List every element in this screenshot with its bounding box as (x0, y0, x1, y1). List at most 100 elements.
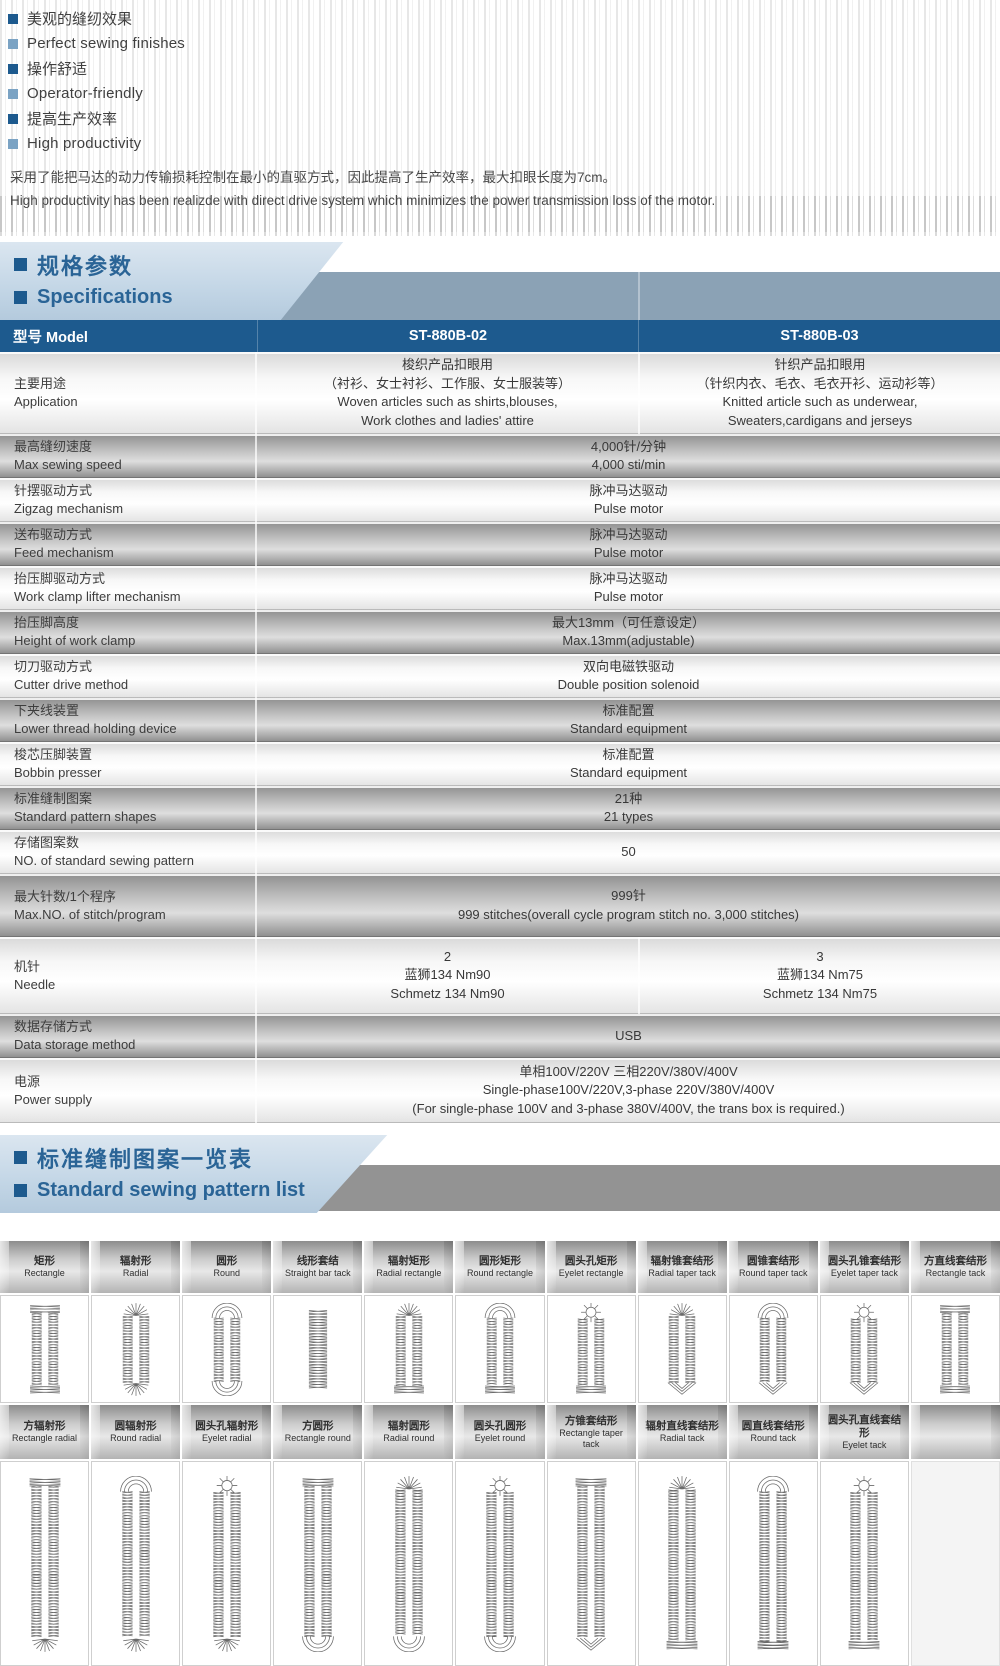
spec-row-label: 电源 Power supply (0, 1058, 257, 1123)
pattern-image-cell (546, 1461, 636, 1666)
spec-table: 主要用途 Application 梭织产品扣眼用 （衬衫、女士衬衫、工作服、女士服装等… (0, 352, 1000, 1123)
buttonhole-pattern-icon (122, 1302, 149, 1396)
buttonhole-pattern-icon (393, 1475, 425, 1652)
pattern-image-cell (455, 1461, 545, 1666)
pattern-label-cell: 方直线套结形 Rectangle tack (910, 1241, 1000, 1293)
spec-value-cell: 最大13mm（可任意设定） Max.13mm(adjustable) (551, 614, 706, 649)
pattern-label-cell: 辐射锥套结形 Radial taper tack (637, 1241, 727, 1293)
spec-row: 电源 Power supply 单相100V/220V 三相220V/380V/40… (0, 1058, 1000, 1123)
spec-row: 机针 Needle 2 蓝狮134 Nm90 Schmetz 134 Nm90 3 蓝狮13… (0, 937, 1000, 1014)
pattern-image-cell (728, 1295, 818, 1403)
buttonhole-pattern-icon (757, 1475, 790, 1649)
spec-title-panel: 规格参数 Specifications (0, 242, 344, 320)
pattern-image-cell (91, 1295, 181, 1403)
specifications-section-header: 规格参数 Specifications (0, 242, 1000, 320)
pattern-title-zh: 标准缝制图案一览表 (37, 1146, 254, 1172)
pattern-label-cell: 辐射矩形 Radial rectangle (364, 1241, 454, 1293)
spec-row-label: 存储图案数 NO. of standard sewing pattern (0, 830, 257, 874)
feature-line-zh: 美观的缝纫效果 (8, 6, 1000, 31)
spec-row-label: 最大针数/1个程序 Max.NO. of stitch/program (0, 874, 257, 937)
spec-row: 切刀驱动方式 Cutter drive method 双向电磁铁驱动 Double p… (0, 654, 1000, 698)
buttonhole-pattern-icon (301, 1477, 334, 1652)
pattern-label-cell: 圆直线套结形 Round tack (728, 1405, 818, 1459)
buttonhole-pattern-icon (757, 1302, 789, 1395)
pattern-image-cell (182, 1295, 272, 1403)
spec-row-label: 机针 Needle (0, 937, 257, 1014)
pattern-image-cell (728, 1461, 818, 1666)
pattern-label-cell: 圆头孔辐射形 Eyelet radial (182, 1405, 272, 1459)
spec-value-cell: 21种 21 types (603, 790, 654, 825)
spec-table-header-row: 型号 Model ST-880B-02 ST-880B-03 (0, 320, 1000, 352)
column-divider (638, 272, 640, 320)
pattern-image-cell (910, 1295, 1000, 1403)
pattern-label-cell: 圆形矩形 Round rectangle (455, 1241, 545, 1293)
pattern-image-cell (455, 1295, 545, 1403)
pattern-image-cell (273, 1461, 363, 1666)
pattern-label-cell: 圆形 Round (182, 1241, 272, 1293)
spec-row-label: 抬压脚高度 Height of work clamp (0, 610, 257, 654)
spec-row-label: 主要用途 Application (0, 352, 257, 434)
pattern-grid: 矩形 Rectangle 辐射形 Radial 圆形 Round 线形套结 Straight … (0, 1241, 1000, 1666)
pattern-label-cell: 辐射圆形 Radial round (364, 1405, 454, 1459)
feature-line-zh: 操作舒适 (8, 56, 1000, 81)
spec-value-cell: USB (615, 1027, 642, 1043)
spec-row: 标准缝制图案 Standard pattern shapes 21种 21 types (0, 786, 1000, 830)
spec-value-cell: 单相100V/220V 三相220V/380V/400V Single-phase… (412, 1063, 845, 1116)
feature-line-en: Perfect sewing finishes (8, 31, 1000, 56)
spec-value-cell: 脉冲马达驱动 Pulse motor (589, 526, 668, 561)
spec-value-cell: 标准配置 Standard equipment (569, 746, 688, 781)
pattern-label-cell: 线形套结 Straight bar tack (273, 1241, 363, 1293)
bullet-square-icon (14, 1151, 27, 1164)
spec-value-cell: 3 蓝狮134 Nm75 Schmetz 134 Nm75 (638, 937, 1000, 1014)
spec-value-cell: 50 (621, 843, 636, 859)
pattern-image-cell (91, 1461, 181, 1666)
pattern-label-cell: 辐射形 Radial (91, 1241, 181, 1293)
spec-row: 主要用途 Application 梭织产品扣眼用 （衬衫、女士衬衫、工作服、女士服装等… (0, 352, 1000, 434)
pattern-label-cell: 圆头孔锥套结形 Eyelet taper tack (819, 1241, 909, 1293)
pattern-empty-cell (910, 1461, 1000, 1666)
pattern-image-cell (0, 1461, 90, 1666)
spec-value-cell: 2 蓝狮134 Nm90 Schmetz 134 Nm90 (390, 948, 505, 1001)
pattern-label-cell: 辐射直线套结形 Radial tack (637, 1405, 727, 1459)
feature-list: 美观的缝纫效果 Perfect sewing finishes 操作舒适 Operat… (0, 0, 1000, 156)
buttonhole-pattern-icon (484, 1302, 516, 1393)
spec-row: 梭芯压脚装置 Bobbin presser 标准配置 Standard equipme… (0, 742, 1000, 786)
model-header-col1: ST-880B-02 (257, 320, 638, 352)
feature-line-zh: 提高生产效率 (8, 106, 1000, 131)
buttonhole-pattern-icon (393, 1302, 424, 1393)
pattern-section-header: 标准缝制图案一览表 Standard sewing pattern list (0, 1135, 1000, 1213)
pattern-label-cell: 圆辐射形 Round radial (91, 1405, 181, 1459)
spec-row: 下夹线装置 Lower thread holding device 标准配置 Stan… (0, 698, 1000, 742)
pattern-label-cell: 方圆形 Rectangle round (273, 1405, 363, 1459)
bullet-square-icon (8, 13, 18, 24)
model-header-label: 型号 Model (13, 329, 88, 346)
spec-title-en: Specifications (37, 286, 173, 308)
bullet-square-icon (8, 138, 18, 149)
pattern-label-cell: 圆头孔圆形 Eyelet round (455, 1405, 545, 1459)
spec-row-label: 针摆驱动方式 Zigzag mechanism (0, 478, 257, 522)
buttonhole-pattern-icon (667, 1302, 697, 1395)
pattern-image-cell (819, 1295, 909, 1403)
spec-row-label: 送布驱动方式 Feed mechanism (0, 522, 257, 566)
buttonhole-pattern-icon (212, 1475, 241, 1652)
feature-line-en: High productivity (8, 131, 1000, 156)
spec-row-label: 数据存储方式 Data storage method (0, 1014, 257, 1058)
bullet-square-icon (14, 1184, 27, 1197)
spec-row: 最大针数/1个程序 Max.NO. of stitch/program 999针 99… (0, 874, 1000, 937)
bullet-square-icon (8, 88, 18, 99)
spec-value-cell: 4,000针/分钟 4,000 sti/min (590, 438, 667, 473)
buttonhole-pattern-icon (308, 1309, 327, 1388)
pattern-image-cell (273, 1295, 363, 1403)
buttonhole-pattern-icon (484, 1475, 516, 1652)
buttonhole-pattern-icon (29, 1304, 60, 1393)
pattern-image-cell (364, 1295, 454, 1403)
bullet-square-icon (14, 291, 27, 304)
spec-row-label: 切刀驱动方式 Cutter drive method (0, 654, 257, 698)
spec-row-label: 最高缝纫速度 Max sewing speed (0, 434, 257, 478)
spec-value-cell: 梭织产品扣眼用 （衬衫、女士衬衫、工作服、女士服装等） Woven articles… (323, 357, 571, 428)
pattern-image-cell (364, 1461, 454, 1666)
spec-title-zh: 规格参数 (37, 253, 134, 279)
spec-row-label: 标准缝制图案 Standard pattern shapes (0, 786, 257, 830)
feature-line-en: Operator-friendly (8, 81, 1000, 106)
bullet-square-icon (8, 38, 18, 49)
